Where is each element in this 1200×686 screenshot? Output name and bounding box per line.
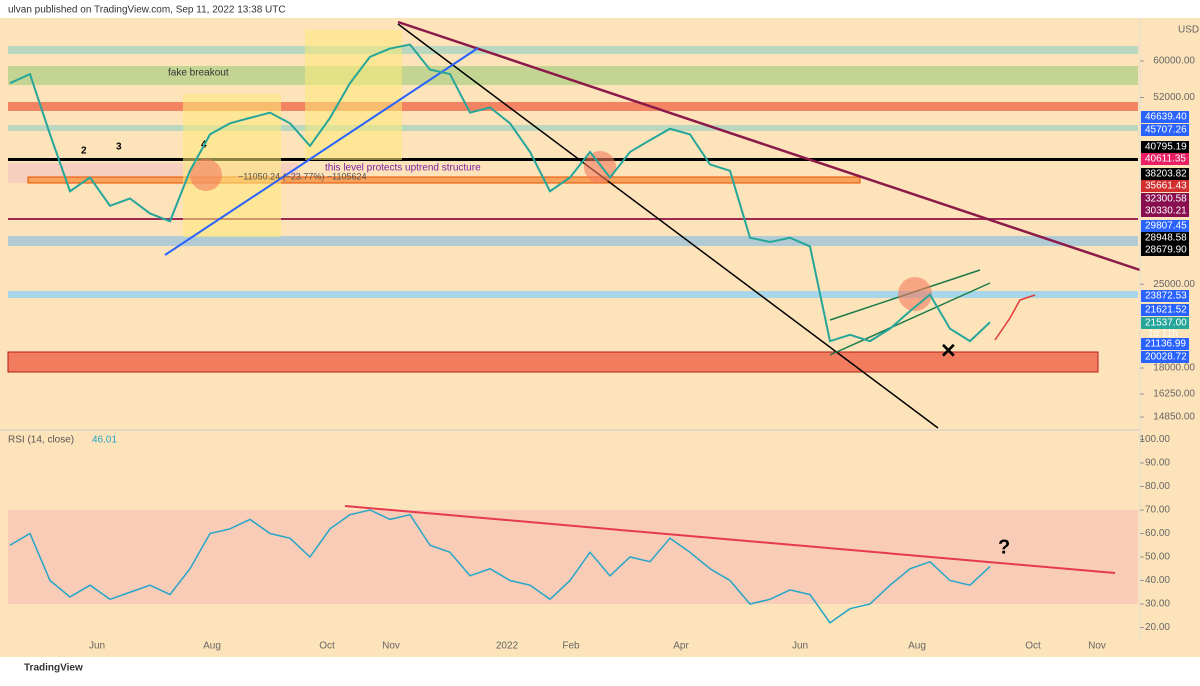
annotation: fake breakout: [168, 68, 229, 79]
price-badge: [1141, 111, 1189, 123]
y-tick-label: 80.00: [1145, 481, 1170, 492]
annotation: 2: [81, 146, 87, 157]
zone: [8, 102, 1138, 111]
price-badge: [1141, 232, 1189, 244]
y-tick-label: 30.00: [1145, 599, 1170, 610]
price-badge-label: 40795.19: [1145, 142, 1187, 153]
trendline: [164, 47, 479, 256]
price-badge: [1141, 193, 1189, 205]
zone: [8, 66, 1138, 85]
x-tick-label: Aug: [908, 641, 926, 652]
x-tick-label: Feb: [562, 641, 580, 652]
x-tick-label: Nov: [1088, 641, 1106, 652]
y-tick-label: 100.00: [1139, 434, 1170, 445]
y-tick-label: 14850.00: [1153, 412, 1195, 423]
annotation: −11050.24 (−23.77%) −1105624: [238, 171, 367, 181]
annotation: 3: [116, 142, 122, 153]
series-line: [9, 509, 991, 624]
countdown: 1d 11h: [1148, 329, 1178, 340]
x-tick-label: Oct: [1025, 641, 1041, 652]
x-mark: ✕: [940, 340, 957, 362]
zone: [8, 125, 1138, 131]
channel: [829, 282, 991, 356]
y-tick-label: 25000.00: [1153, 279, 1195, 290]
header-bar: [0, 0, 1200, 18]
y-tick-label: 18000.00: [1153, 363, 1195, 374]
price-badge: [1141, 338, 1189, 350]
highlight: [898, 277, 932, 311]
price-badge: [1141, 317, 1189, 329]
footer-bar: [0, 657, 1200, 681]
currency: USD: [1178, 25, 1199, 36]
price-badge-label: 38203.82: [1145, 169, 1187, 180]
price-badge-label: 32300.58: [1145, 194, 1187, 205]
y-tick-label: 40.00: [1145, 575, 1170, 586]
trendline: [397, 20, 1141, 272]
projection: [994, 294, 1036, 341]
price-badge: [1141, 180, 1189, 192]
highlight: [584, 151, 616, 183]
rsi-title: RSI (14, close): [8, 435, 74, 446]
rsi-last: 46.01: [92, 435, 117, 446]
price-badge-label: 21621.52: [1145, 305, 1187, 316]
price-badge: [1141, 124, 1189, 136]
series-line: [9, 43, 991, 343]
price-badge-label: 21136.99: [1145, 339, 1186, 350]
annotation: ?: [998, 536, 1010, 558]
rsi-band: [8, 510, 1138, 604]
price-badge: [1141, 153, 1189, 165]
header-title: ulvan published on TradingView.com, Sep …: [8, 5, 286, 16]
x-tick-label: Jun: [792, 641, 808, 652]
zone: [8, 46, 1138, 54]
level: [8, 218, 1138, 220]
price-badge: [1141, 290, 1189, 302]
x-tick-label: 2022: [496, 641, 519, 652]
y-tick-label: 90.00: [1145, 458, 1170, 469]
range-box: [305, 30, 402, 160]
zone: [27, 176, 861, 184]
price-badge: [1141, 220, 1189, 232]
x-tick-label: Aug: [203, 641, 221, 652]
price-badge-label: 28948.58: [1145, 233, 1187, 244]
trendline: [397, 23, 939, 429]
zone: [8, 236, 1138, 246]
footer-brand: TradingView: [24, 663, 83, 674]
zone: [7, 351, 1099, 373]
price-badge-label: 40611.35: [1145, 154, 1186, 165]
x-tick-label: Oct: [319, 641, 335, 652]
level: [8, 158, 1138, 161]
y-tick-label: 60000.00: [1153, 56, 1195, 67]
price-badge: [1141, 304, 1189, 316]
y-tick-label: 16250.00: [1153, 389, 1195, 400]
price-badge: [1141, 351, 1189, 363]
annotation: this level protects uptrend structure: [325, 163, 481, 174]
price-badge: [1141, 168, 1189, 180]
price-badge-label: 23872.53: [1145, 291, 1187, 302]
price-badge-label: 30330.21: [1145, 206, 1187, 217]
price-badge: [1141, 141, 1189, 153]
price-badge-label: 29807.45: [1145, 221, 1187, 232]
y-tick-label: 50.00: [1145, 552, 1170, 563]
price-badge: [1141, 244, 1189, 256]
highlight: [190, 159, 222, 191]
price-badge-label: 46639.40: [1145, 112, 1187, 123]
y-tick-label: 60.00: [1145, 528, 1170, 539]
price-badge-label: 45707.26: [1145, 125, 1187, 136]
price-badge-label: 35661.43: [1145, 181, 1187, 192]
price-badge-label: 28679.90: [1145, 245, 1187, 256]
x-tick-label: Nov: [382, 641, 400, 652]
y-tick-label: 52000.00: [1153, 92, 1195, 103]
price-badge-label: 20028.72: [1145, 352, 1187, 363]
x-tick-label: Apr: [673, 641, 689, 652]
y-tick-label: 20.00: [1145, 622, 1170, 633]
y-tick-label: 70.00: [1145, 505, 1170, 516]
price-badge: [1141, 205, 1189, 217]
zone: [8, 291, 1138, 298]
rsi-trendline: [344, 505, 1116, 574]
x-tick-label: Jun: [89, 641, 105, 652]
price-badge-label: 21537.00: [1145, 318, 1187, 329]
